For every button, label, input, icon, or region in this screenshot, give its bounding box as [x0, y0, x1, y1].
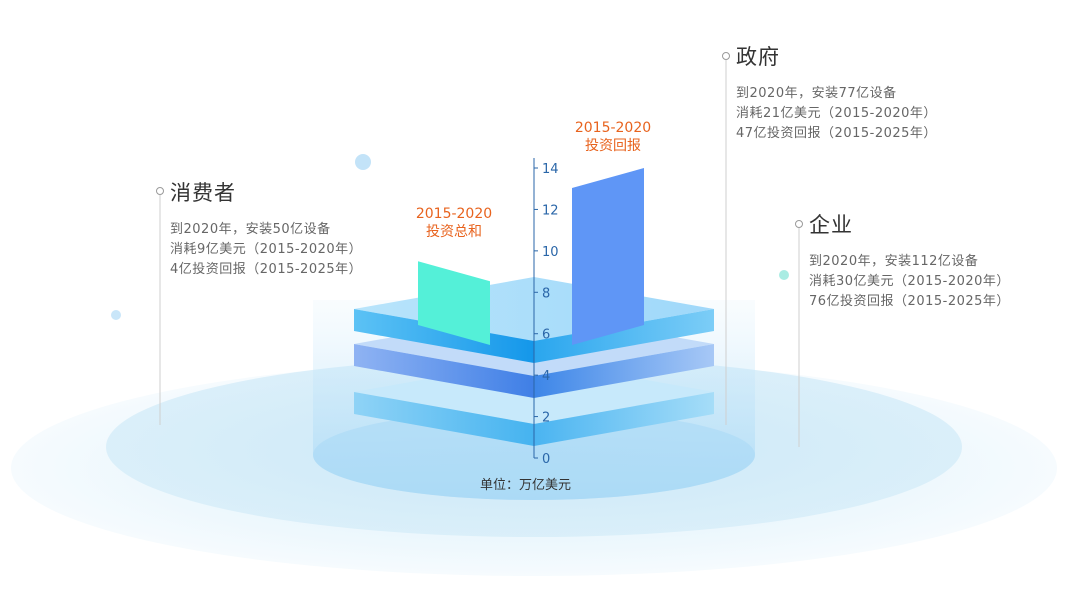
government-marker-dot — [722, 52, 730, 60]
consumer-line-1: 到2020年，安装50亿设备 — [170, 222, 331, 237]
bar-label-2-line2: 投资回报 — [585, 138, 641, 154]
y-tick-label: 8 — [542, 286, 550, 301]
bar-label-1-line1: 2015-2020 — [415, 206, 493, 222]
consumer-callout: 消费者 到2020年，安装50亿设备 消耗9亿美元（2015-2020年） 4亿… — [156, 180, 362, 280]
bar-investment-total — [418, 261, 490, 345]
consumer-title: 消费者 — [170, 181, 236, 205]
y-tick-label: 4 — [542, 369, 550, 384]
consumer-line-2: 消耗9亿美元（2015-2020年） — [170, 242, 363, 257]
decor-bubble — [355, 154, 371, 170]
enterprise-callout: 企业 到2020年，安装112亿设备 消耗30亿美元（2015-2020年） 7… — [795, 212, 1010, 312]
bar-label-2: 2015-2020 投资回报 — [563, 119, 663, 155]
consumer-marker-dot — [156, 187, 164, 195]
government-callout: 政府 到2020年，安装77亿设备 消耗21亿美元（2015-2020年） 47… — [722, 44, 937, 144]
bar-label-1: 2015-2020 投资总和 — [404, 205, 504, 241]
bars-group — [418, 168, 644, 345]
y-tick-label: 6 — [542, 328, 550, 343]
decor-bubble — [111, 310, 121, 320]
unit-label: 单位：万亿美元 — [480, 478, 572, 493]
government-line-3: 47亿投资回报（2015-2025年） — [736, 126, 937, 141]
government-title: 政府 — [736, 45, 780, 69]
y-tick-label: 14 — [542, 162, 559, 177]
y-tick-label: 10 — [542, 245, 559, 260]
decor-bubble — [779, 270, 789, 280]
y-tick-label: 12 — [542, 203, 559, 218]
government-line-1: 到2020年，安装77亿设备 — [736, 86, 897, 101]
enterprise-title: 企业 — [809, 213, 853, 237]
enterprise-line-2: 消耗30亿美元（2015-2020年） — [809, 274, 1010, 289]
y-tick-label: 0 — [542, 452, 550, 467]
consumer-line-3: 4亿投资回报（2015-2025年） — [170, 262, 363, 277]
bar-label-1-line2: 投资总和 — [426, 224, 482, 240]
bar-label-2-line1: 2015-2020 — [574, 120, 652, 136]
enterprise-line-1: 到2020年，安装112亿设备 — [809, 254, 979, 269]
y-tick-label: 2 — [542, 411, 550, 426]
enterprise-line-3: 76亿投资回报（2015-2025年） — [809, 294, 1010, 309]
enterprise-marker-dot — [795, 220, 803, 228]
government-line-2: 消耗21亿美元（2015-2020年） — [736, 106, 937, 121]
y-axis-group: 0 2 4 6 8 10 12 14 — [533, 158, 559, 467]
bar-investment-return — [572, 168, 644, 345]
